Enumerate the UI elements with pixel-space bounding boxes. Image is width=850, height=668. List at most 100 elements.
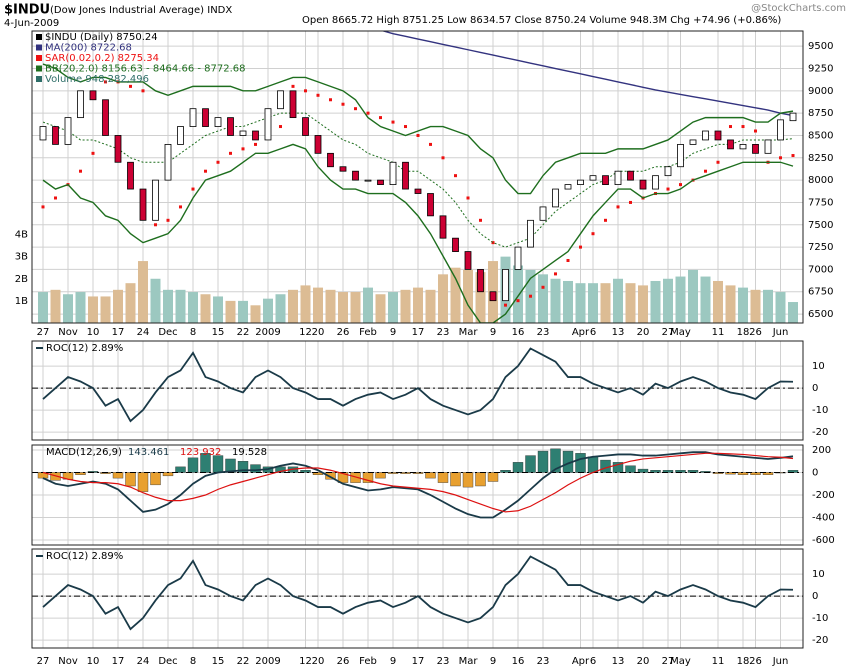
y-tick-label: 10	[812, 569, 825, 580]
volume-bar	[88, 296, 98, 323]
candle-body	[627, 170, 634, 181]
histogram-bar	[650, 470, 661, 473]
y-tick-label: 6750	[808, 287, 833, 298]
legend-label: MACD(12,26,9)	[46, 447, 122, 458]
y-tick-label: -20	[812, 427, 828, 438]
candle-body	[189, 108, 197, 127]
x-tick-label: 26	[337, 656, 350, 667]
x-tick-label: 26	[337, 327, 350, 338]
candle-body	[127, 161, 134, 190]
volume-bar	[563, 280, 573, 323]
histogram-bar	[500, 470, 511, 473]
sar-dot	[591, 232, 595, 236]
volume-bar	[475, 272, 486, 323]
y-tick-label: 0	[812, 467, 818, 478]
x-tick-label: 12	[299, 327, 312, 338]
volume-bar	[625, 283, 636, 323]
sar-dot	[466, 196, 470, 200]
ma-line	[381, 31, 794, 117]
legend-label: MA(200) 8722.68	[45, 43, 132, 54]
volume-bar	[763, 289, 773, 323]
x-tick-label: 16	[512, 327, 525, 338]
histogram-bar	[600, 459, 611, 473]
volume-bar	[600, 283, 611, 323]
candle-body	[502, 269, 509, 302]
x-tick-label: May	[670, 656, 691, 667]
candle-body	[302, 117, 309, 136]
x-tick-label: 17	[412, 656, 425, 667]
candle-body	[564, 184, 572, 190]
candle-body	[489, 291, 497, 302]
candle-body	[477, 269, 484, 293]
x-tick-label: 20	[312, 327, 325, 338]
x-tick-label: Feb	[359, 656, 377, 667]
candle-body	[664, 166, 672, 177]
volume-bar	[325, 289, 336, 323]
volume-bar	[175, 289, 186, 323]
histogram-bar	[425, 472, 436, 479]
sar-dot	[279, 125, 282, 129]
sar-dot	[491, 241, 495, 245]
x-tick-label: 23	[537, 327, 550, 338]
volume-bar	[638, 285, 648, 323]
symbol: $INDU	[4, 3, 50, 18]
panel-border	[31, 548, 804, 649]
volume-bar	[588, 283, 598, 323]
candle-body	[164, 144, 172, 181]
x-tick-label: 15	[212, 656, 225, 667]
roc-line	[42, 347, 794, 423]
y-tick-label: 7000	[808, 264, 833, 275]
x-tick-label: 27	[37, 656, 50, 667]
histogram-bar	[75, 472, 86, 475]
x-tick-label: Mar	[459, 656, 479, 667]
legend-value: 143.461	[128, 447, 169, 458]
sar-dot	[454, 174, 457, 178]
candle-body	[77, 90, 84, 119]
sar-dot	[166, 218, 170, 222]
sar-dot	[329, 98, 332, 102]
volume-bar	[538, 274, 548, 323]
volume-bar	[213, 296, 223, 323]
x-tick-label: 9	[490, 327, 496, 338]
legend-label: ROC(12) 2.89%	[46, 551, 123, 562]
candle-body	[377, 179, 384, 185]
x-tick-label: 9	[490, 656, 496, 667]
histogram-bar	[187, 457, 199, 473]
candle-body	[714, 130, 722, 141]
x-tick-label: 9	[390, 656, 396, 667]
histogram-bar	[625, 465, 636, 473]
y-tick-label: 9250	[808, 64, 833, 75]
bb-upper	[42, 63, 794, 195]
sar-dot	[154, 223, 157, 227]
sar-dot	[441, 156, 445, 160]
volume-bar	[238, 300, 248, 323]
x-tick-label: 11	[712, 656, 725, 667]
y-tick-label: 0	[812, 383, 818, 394]
volume-bar	[738, 287, 748, 323]
x-tick-label: 17	[112, 656, 125, 667]
panel-border	[31, 340, 804, 441]
volume-bar	[688, 269, 698, 323]
candle-body	[102, 99, 109, 136]
volume-bar	[288, 289, 298, 323]
volume-bar	[750, 289, 761, 323]
volume-bar	[100, 296, 111, 323]
sar-dot	[404, 125, 407, 129]
volume-bar	[113, 289, 123, 323]
sar-dot	[779, 156, 782, 160]
x-tick-label: 24	[137, 656, 150, 667]
y-tick-label: 200	[812, 445, 831, 456]
sar-dot	[366, 111, 370, 115]
legend-label: $INDU (Daily) 8750.24	[45, 32, 158, 43]
histogram-bar	[575, 453, 586, 473]
volume-bar	[700, 276, 711, 323]
candle-body	[764, 139, 772, 154]
roc-line	[42, 555, 794, 631]
histogram-bar	[525, 455, 536, 473]
candle-body	[364, 179, 372, 182]
sar-dot	[304, 89, 307, 93]
volume-bar	[138, 261, 148, 323]
x-tick-label: 27	[37, 327, 50, 338]
x-tick-label: 17	[112, 327, 125, 338]
volume-bar	[713, 280, 723, 323]
